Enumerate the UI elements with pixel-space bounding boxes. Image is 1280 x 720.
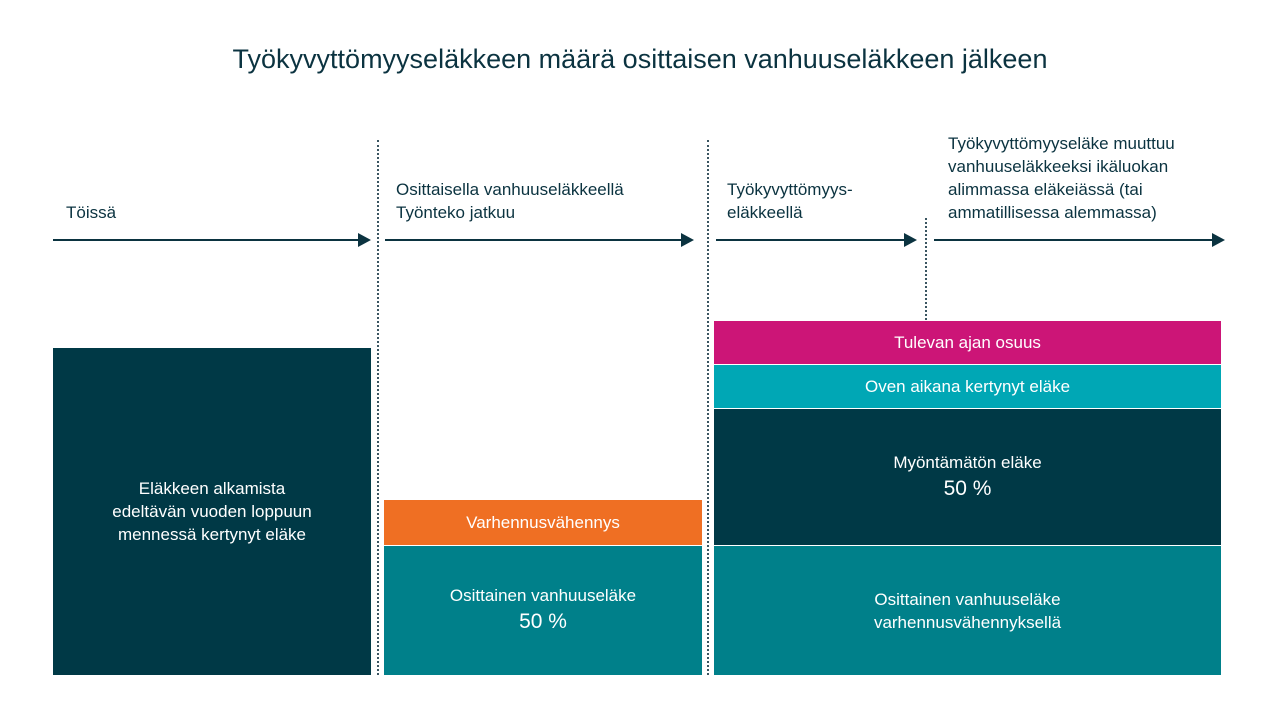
- phase-divider: [707, 140, 709, 675]
- block-early-reduction: Varhennusvähennys: [384, 500, 702, 545]
- block-accrued-pension: Eläkkeen alkamista edeltävän vuoden lopp…: [53, 348, 371, 675]
- block-accrued-pension-label: Eläkkeen alkamista edeltävän vuoden lopp…: [112, 479, 312, 544]
- block-ungranted-pension: Myöntämätön eläke 50 %: [714, 409, 1221, 545]
- phase-divider: [925, 218, 927, 320]
- block-future-time-share-label: Tulevan ajan osuus: [894, 333, 1041, 352]
- block-partial-with-reduction: Osittainen vanhuuseläke varhennusvähenny…: [714, 546, 1221, 675]
- phase-label-partial-pension: Osittaisella vanhuuseläkkeellä Työnteko …: [396, 180, 624, 222]
- phase-divider: [377, 140, 379, 675]
- timeline-arrow-working: [53, 233, 371, 247]
- block-partial-pension: Osittainen vanhuuseläke 50 %: [384, 546, 702, 675]
- timeline-arrow-disability: [716, 233, 917, 247]
- block-partial-pension-label: Osittainen vanhuuseläke: [449, 586, 637, 605]
- block-early-reduction-label: Varhennusvähennys: [466, 513, 620, 532]
- timeline-arrow-conversion: [934, 233, 1225, 247]
- block-ungranted-pension-percent: 50 %: [943, 476, 992, 500]
- block-partial-with-reduction-label: Osittainen vanhuuseläke varhennusvähenny…: [873, 589, 1062, 632]
- block-accrued-during: Oven aikana kertynyt eläke: [714, 365, 1221, 408]
- block-future-time-share: Tulevan ajan osuus: [714, 321, 1221, 364]
- page-title: Työkyvyttömyyseläkkeen määrä osittaisen …: [232, 44, 1048, 74]
- phase-label-disability: Työkyvyttömyys- eläkkeellä: [727, 180, 853, 222]
- block-partial-pension-percent: 50 %: [519, 610, 567, 633]
- phase-label-conversion: Työkyvyttömyyseläke muuttuu vanhuuseläkk…: [948, 134, 1175, 222]
- phase-label-working: Töissä: [66, 203, 117, 222]
- block-accrued-during-label: Oven aikana kertynyt eläke: [864, 377, 1071, 396]
- block-ungranted-pension-label: Myöntämätön eläke: [893, 452, 1042, 472]
- timeline-arrow-partial-pension: [385, 233, 694, 247]
